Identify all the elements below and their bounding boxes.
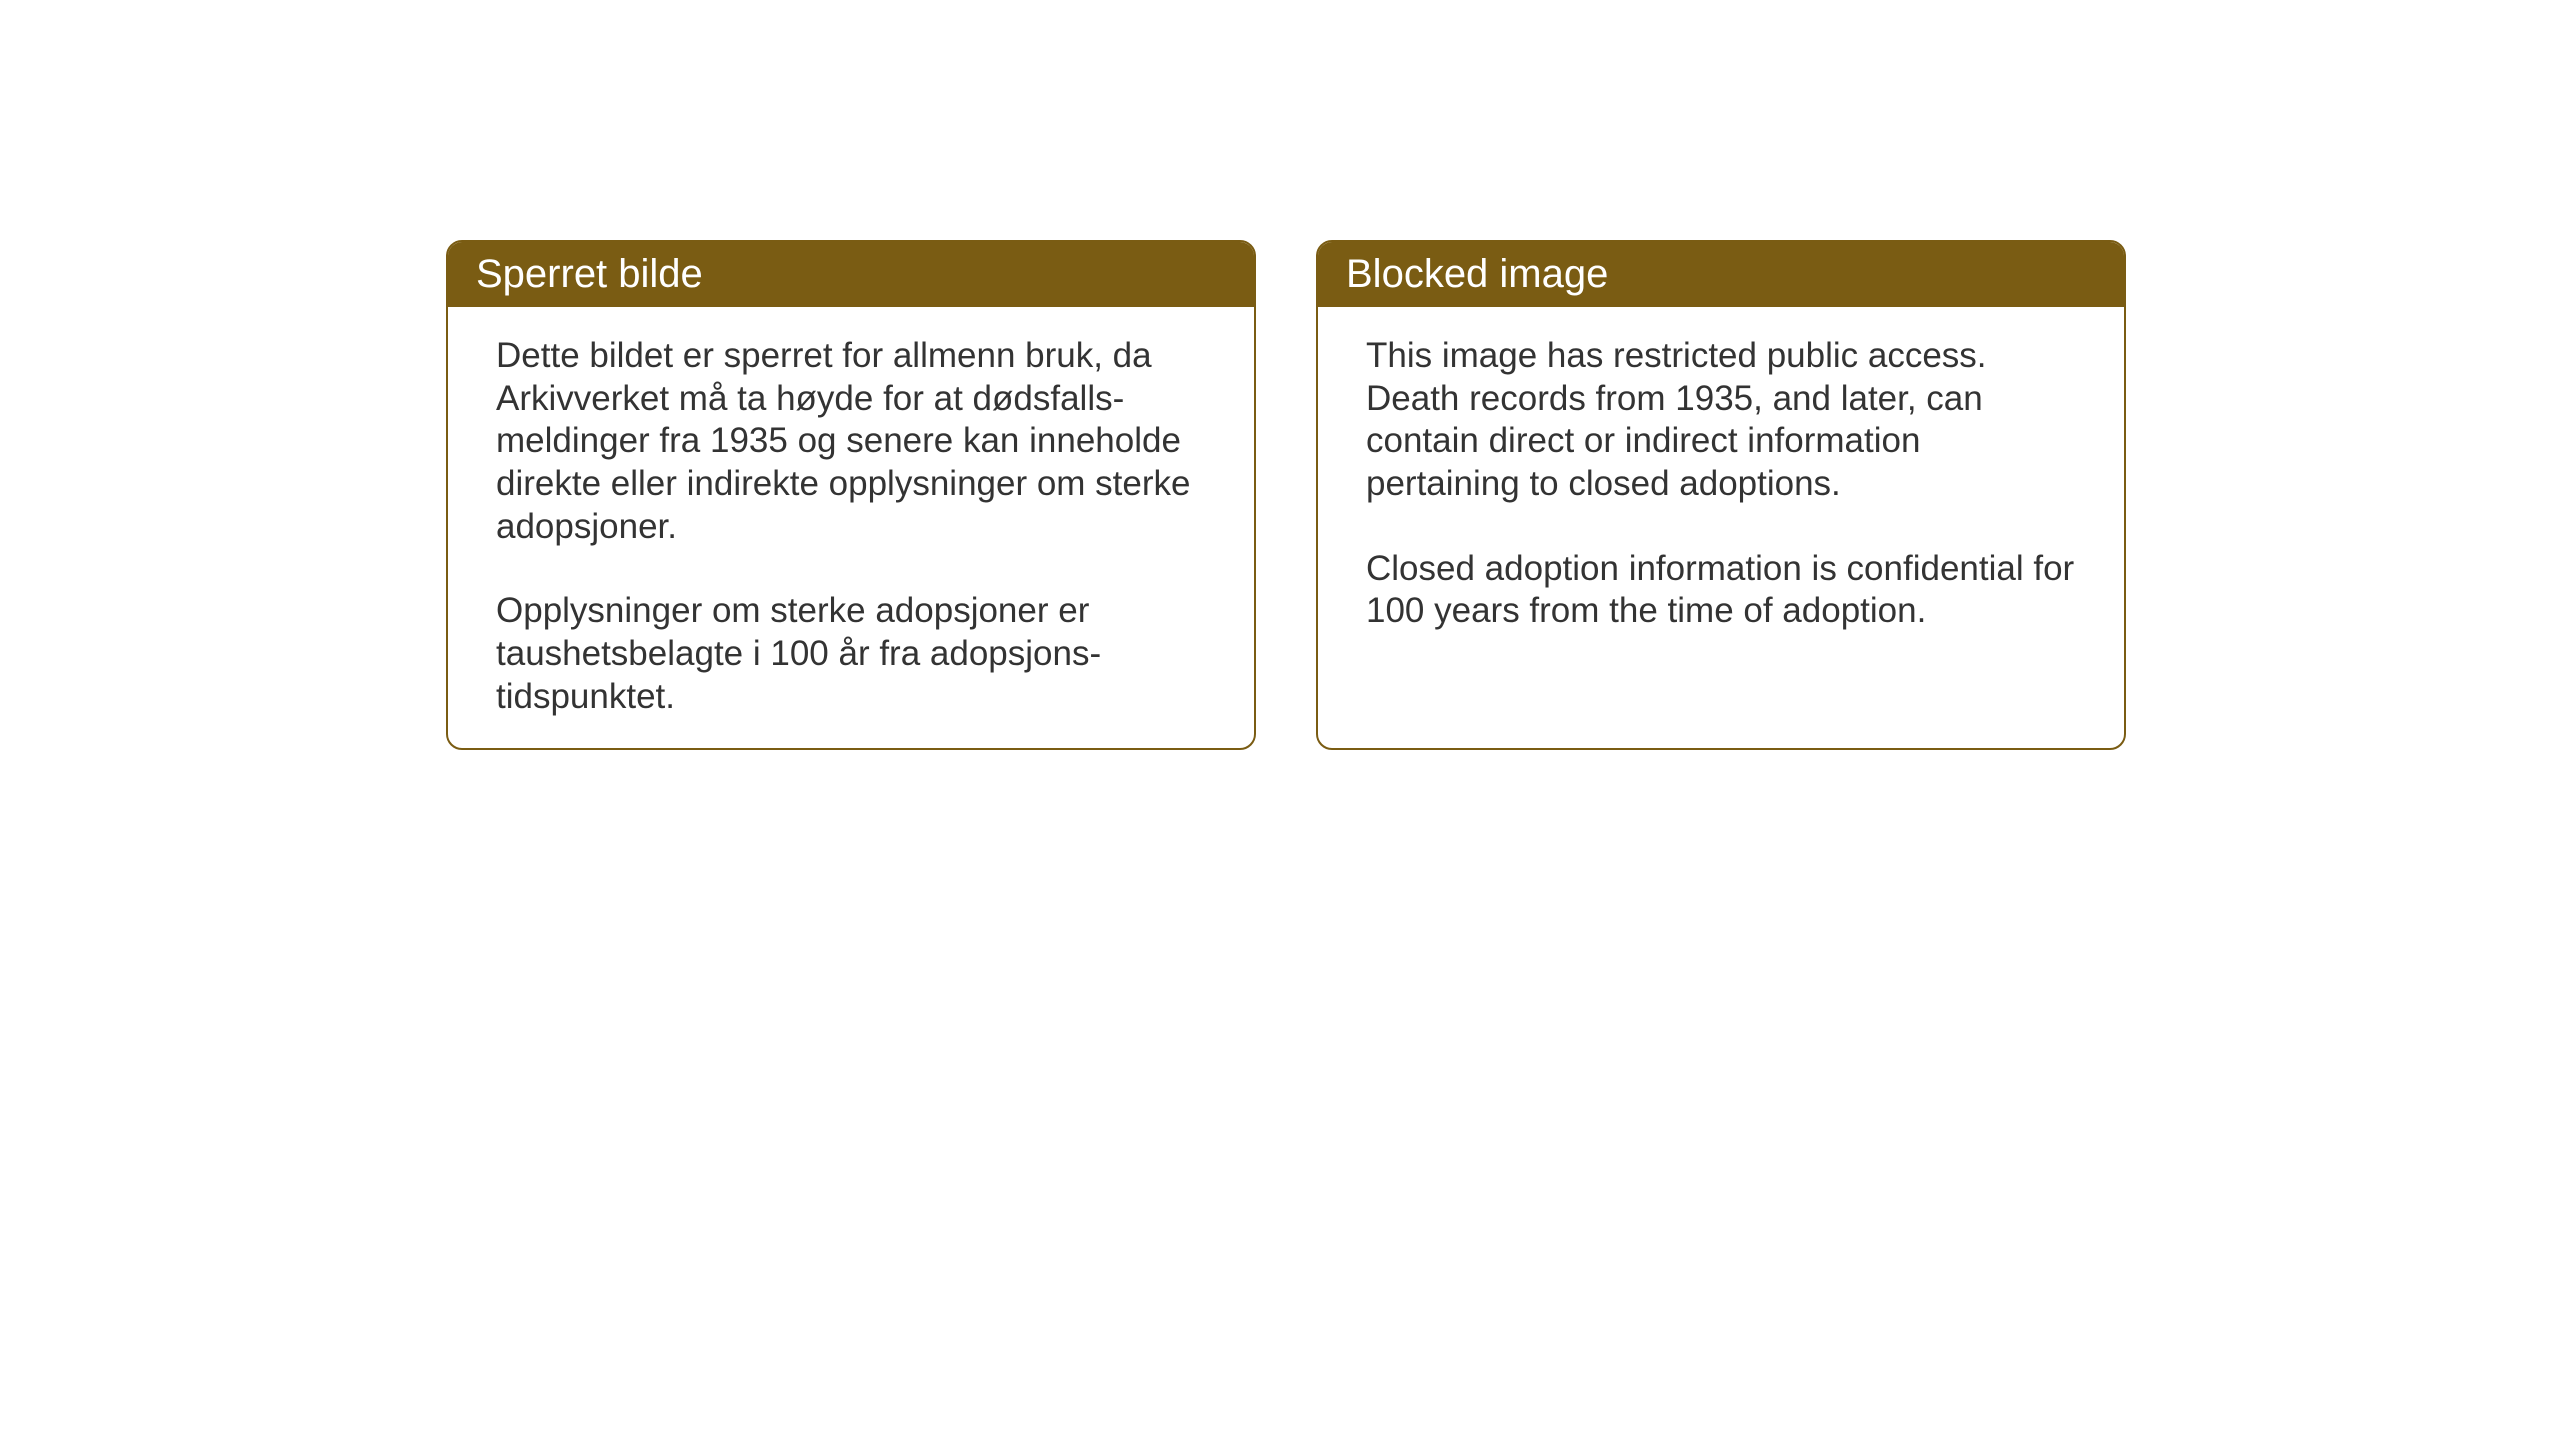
english-notice-card: Blocked image This image has restricted … [1316, 240, 2126, 750]
english-card-body: This image has restricted public access.… [1318, 307, 2124, 661]
norwegian-card-body: Dette bildet er sperret for allmenn bruk… [448, 307, 1254, 747]
notice-container: Sperret bilde Dette bildet er sperret fo… [446, 240, 2126, 750]
norwegian-notice-card: Sperret bilde Dette bildet er sperret fo… [446, 240, 1256, 750]
norwegian-card-title: Sperret bilde [448, 242, 1254, 307]
norwegian-paragraph-2: Opplysninger om sterke adopsjoner er tau… [496, 590, 1206, 718]
english-card-title: Blocked image [1318, 242, 2124, 307]
english-paragraph-2: Closed adoption information is confident… [1366, 548, 2076, 633]
english-paragraph-1: This image has restricted public access.… [1366, 335, 2076, 506]
norwegian-paragraph-1: Dette bildet er sperret for allmenn bruk… [496, 335, 1206, 548]
